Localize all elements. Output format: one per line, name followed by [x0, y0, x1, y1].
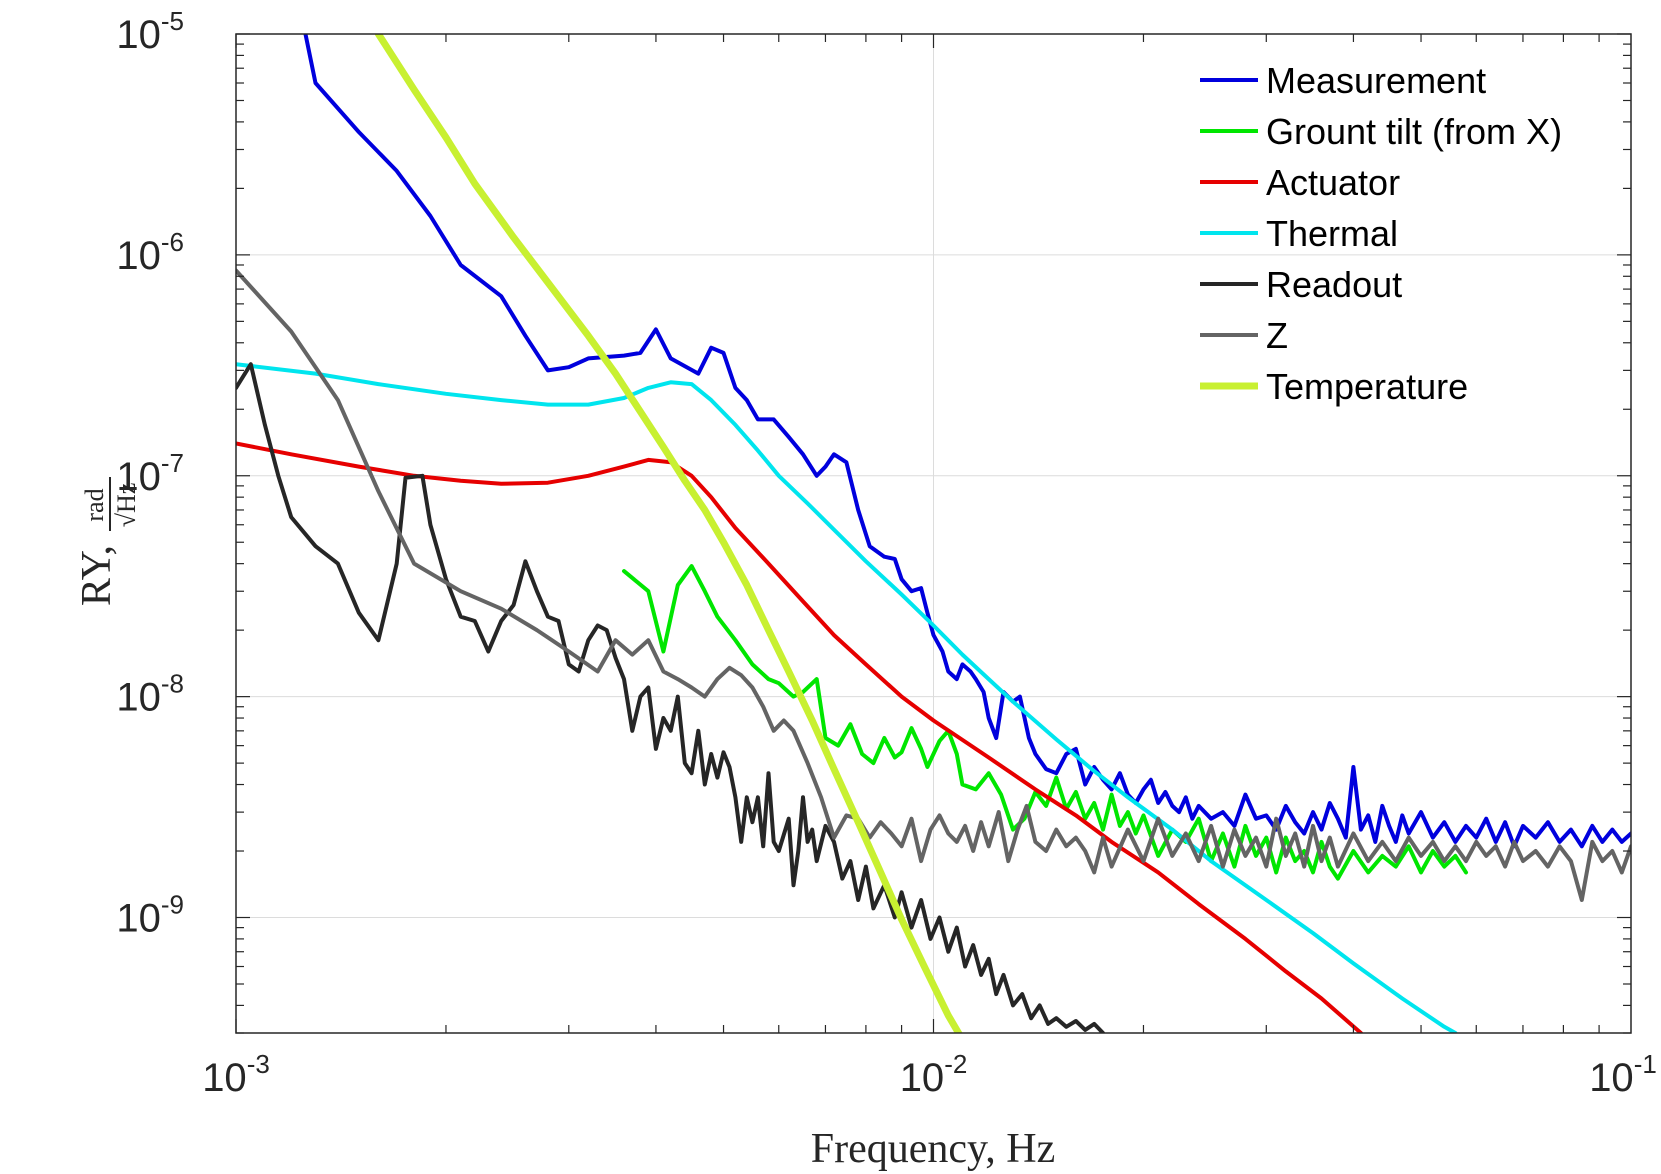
y-tick-labels: 10-5 10-6 10-7 10-8 10-9 [116, 6, 184, 941]
legend-label-readout: Readout [1266, 264, 1402, 305]
y-tick-label: 10-8 [116, 669, 184, 720]
series-line-temperature [374, 34, 963, 1033]
x-tick-labels: 10-3 10-2 10-1 [202, 1049, 1657, 1100]
series-line-readout [236, 362, 1105, 1033]
legend-label-actuator: Actuator [1266, 162, 1400, 203]
y-tick-label: 10-7 [116, 448, 184, 499]
series-line-actuator [236, 441, 1363, 1033]
legend-label-measurement: Measurement [1266, 60, 1486, 101]
x-tick-label: 10-1 [1589, 1049, 1657, 1100]
y-tick-label: 10-6 [116, 227, 184, 278]
series-line-thermal [236, 362, 1458, 1033]
legend-label-z: Z [1266, 315, 1288, 356]
x-tick-label: 10-3 [202, 1049, 270, 1100]
y-tick-label: 10-9 [116, 890, 184, 941]
legend-label-thermal: Thermal [1266, 213, 1398, 254]
y-tick-label: 10-5 [116, 6, 184, 57]
x-tick-label: 10-2 [900, 1049, 968, 1100]
legend: Measurement Grount tilt (from X) Actuator T… [1200, 60, 1562, 407]
y-axis-unit-denominator: √Hz [112, 483, 141, 528]
series-group [236, 34, 1631, 1033]
tick-marks [235, 33, 1631, 1034]
y-axis-title: RY, rad √Hz [74, 477, 141, 606]
series-line-z [236, 268, 1631, 902]
legend-label-temperature: Temperature [1266, 366, 1468, 407]
series-line-measurement [303, 34, 1631, 849]
y-axis-title-prefix: RY, [74, 545, 120, 606]
y-axis-unit-numerator: rad [80, 488, 109, 521]
legend-label-grount-tilt-from-x: Grount tilt (from X) [1266, 111, 1562, 152]
x-axis-title: Frequency, Hz [811, 1126, 1056, 1172]
